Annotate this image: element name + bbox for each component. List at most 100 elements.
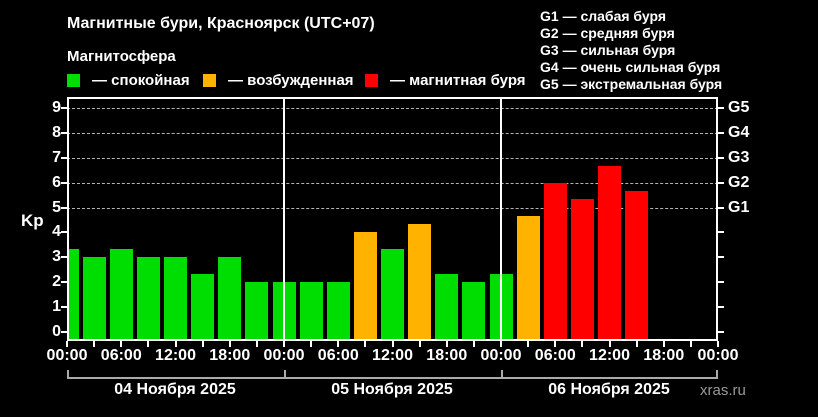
y-axis-tick-0	[61, 331, 67, 333]
storm-scale-line-g3: G3 — сильная буря	[540, 42, 676, 58]
x-axis-tick-11	[364, 341, 367, 347]
date-axis-tick-0	[67, 370, 69, 377]
grid-line-7	[67, 157, 718, 159]
x-axis-tick-6	[228, 341, 231, 347]
y-axis-tick-label-0: 0	[52, 323, 61, 340]
y-axis-tick-8	[61, 131, 67, 134]
kp-bar-day2-h3	[299, 282, 323, 341]
chart-title: Магнитные бури, Красноярск (UTC+07)	[67, 15, 375, 32]
date-label-day1: 04 Ноября 2025	[114, 381, 236, 398]
x-axis-tick-label-3: 18:00	[209, 347, 251, 364]
y-axis-tick-label-8: 8	[52, 123, 61, 141]
y-axis-tick-3	[61, 256, 67, 259]
xras-link[interactable]: xras.ru	[700, 382, 746, 399]
x-axis-tick-24	[717, 341, 719, 347]
x-axis-tick-label-6: 12:00	[372, 347, 413, 364]
y-axis-tick-label-3: 3	[52, 248, 61, 266]
plot-area	[67, 97, 718, 341]
x-axis-tick-16	[500, 341, 502, 347]
kp-bar-day1-h21	[245, 282, 269, 341]
x-axis-tick-13	[418, 341, 421, 347]
y-axis-tick-label-1: 1	[52, 298, 61, 316]
x-axis-tick-15	[472, 341, 475, 347]
date-axis-tick-1	[284, 370, 286, 377]
x-axis-tick-label-1: 06:00	[100, 347, 142, 364]
y-axis-tick-label-9: 9	[52, 99, 61, 116]
kp-bar-day1-h6	[109, 249, 133, 341]
kp-bar-day2-h12	[381, 249, 404, 341]
right-axis-tick-9	[718, 107, 724, 109]
g-scale-tick-label-g3: G3	[728, 148, 750, 166]
g-scale-tick-label-g1: G1	[728, 198, 750, 216]
x-axis-tick-1	[93, 341, 96, 347]
y-axis-tick-label-6: 6	[52, 173, 61, 191]
chart-subtitle: Магнитосфера	[67, 48, 176, 65]
x-axis-tick-20	[608, 341, 611, 347]
right-axis-tick-1	[718, 306, 724, 309]
x-axis-tick-14	[445, 341, 448, 347]
x-axis-tick-0	[66, 341, 68, 347]
x-axis-tick-7	[255, 341, 258, 347]
date-axis-tick-3	[716, 370, 718, 377]
x-axis-tick-label-12: 00:00	[697, 347, 739, 364]
storm-scale-line-g2: G2 — средняя буря	[540, 25, 675, 41]
kp-bar-day2-h9	[353, 232, 377, 341]
kp-bar-day3-h3	[516, 215, 540, 341]
x-axis-tick-8	[283, 341, 285, 347]
kp-bar-day2-h15	[408, 224, 432, 341]
storm-swatch-icon	[365, 74, 378, 87]
kp-bar-day3-h15	[625, 190, 649, 341]
kp-bar-day2-h18	[435, 274, 459, 341]
legend-item-quiet: — спокойная	[67, 72, 190, 89]
kp-bar-day2-h21	[462, 282, 486, 341]
grid-line-9	[67, 108, 718, 109]
legend-label-storm: — магнитная буря	[390, 72, 526, 89]
kp-bar-day3-h9	[570, 199, 594, 341]
legend-item-storm: — магнитная буря	[365, 72, 526, 89]
y-axis-tick-9	[61, 107, 67, 109]
y-axis-tick-6	[61, 181, 67, 184]
x-axis-tick-10	[337, 341, 340, 347]
x-axis-tick-21	[635, 341, 638, 347]
kp-bar-day1-h18	[218, 257, 242, 341]
x-axis-tick-label-0: 00:00	[46, 347, 88, 364]
kp-bar-day1-h0	[67, 249, 79, 341]
x-axis-tick-label-10: 12:00	[589, 347, 630, 364]
date-label-day3: 06 Ноября 2025	[548, 381, 670, 398]
x-axis-tick-label-5: 06:00	[317, 347, 359, 364]
grid-line-5	[67, 207, 718, 209]
x-axis-tick-label-9: 06:00	[534, 347, 576, 364]
x-axis-tick-3	[147, 341, 150, 347]
date-axis-tick-2	[501, 370, 503, 377]
day-boundary-line-2	[500, 97, 502, 341]
y-axis-tick-1	[61, 306, 67, 309]
y-axis-tick-4	[61, 231, 67, 234]
g-scale-tick-label-g2: G2	[728, 173, 750, 191]
y-axis-label: Kp	[21, 211, 44, 230]
x-axis-tick-19	[581, 341, 584, 347]
right-axis-tick-5	[718, 206, 724, 209]
legend-item-active: — возбужденная	[203, 72, 354, 89]
x-axis-tick-4	[174, 341, 177, 347]
right-axis-tick-8	[718, 131, 724, 134]
storm-scale-line-g1: G1 — слабая буря	[540, 8, 667, 24]
y-axis-tick-label-4: 4	[52, 223, 61, 241]
active-swatch-icon	[203, 74, 216, 87]
x-axis-tick-22	[662, 341, 665, 347]
y-axis-tick-7	[61, 156, 67, 159]
x-axis-tick-18	[554, 341, 557, 347]
right-axis-tick-2	[718, 281, 724, 284]
right-axis-tick-6	[718, 181, 724, 184]
y-axis-tick-5	[61, 206, 67, 209]
kp-bar-day2-h6	[326, 282, 350, 341]
right-axis-tick-3	[718, 256, 724, 259]
legend-label-quiet: — спокойная	[92, 72, 190, 89]
day-boundary-line-1	[283, 97, 285, 341]
kp-bar-day3-h6	[543, 182, 567, 341]
date-label-day2: 05 Ноября 2025	[331, 381, 453, 398]
x-axis-tick-23	[689, 341, 692, 347]
x-axis-tick-12	[391, 341, 394, 347]
storm-scale-legend: G1 — слабая буря G2 — средняя буря G3 — …	[540, 8, 722, 93]
right-axis-tick-0	[718, 331, 724, 333]
